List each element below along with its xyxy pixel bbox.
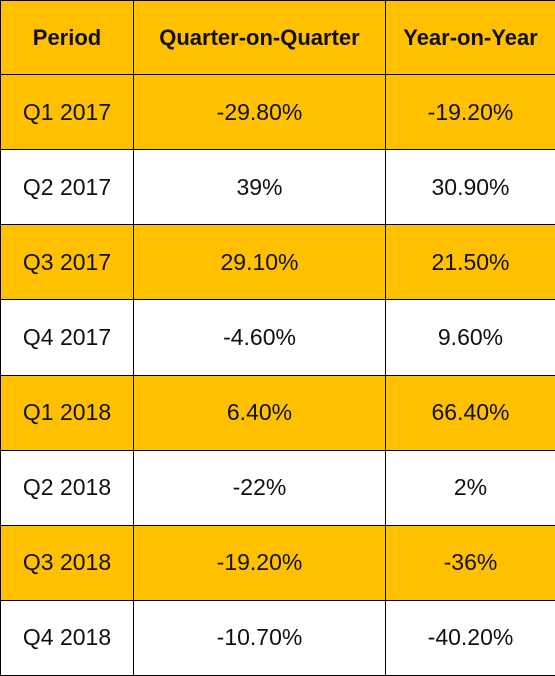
yoy-cell: -19.20% [385,73,555,151]
period-cell: Q4 2018 [0,599,134,676]
table-row: Q3 2017 29.10% 21.50% [0,224,555,301]
qoq-cell: 39% [133,149,386,226]
qoq-cell: -4.60% [133,299,386,376]
yoy-cell: 66.40% [385,374,555,451]
table-row: Q1 2018 6.40% 66.40% [0,374,555,451]
yoy-cell: 30.90% [385,149,555,226]
period-cell: Q1 2018 [0,374,134,451]
table-row: Q2 2018 -22% 2% [0,449,555,526]
yoy-cell: 2% [385,449,555,526]
qoq-cell: -22% [133,449,386,526]
table-body: Q1 2017 -29.80% -19.20% Q2 2017 39% 30.9… [0,73,555,676]
header-period: Period [0,0,134,75]
yoy-cell: 9.60% [385,299,555,376]
yoy-cell: -36% [385,524,555,601]
period-cell: Q2 2017 [0,149,134,226]
period-cell: Q4 2017 [0,299,134,376]
period-cell: Q1 2017 [0,73,134,151]
qoq-cell: -10.70% [133,599,386,676]
header-quarter-on-quarter: Quarter-on-Quarter [133,0,386,75]
qoq-cell: -19.20% [133,524,386,601]
yoy-cell: 21.50% [385,224,555,301]
qoq-cell: 6.40% [133,374,386,451]
qoq-cell: -29.80% [133,73,386,151]
period-cell: Q3 2017 [0,224,134,301]
period-cell: Q2 2018 [0,449,134,526]
table-row: Q4 2018 -10.70% -40.20% [0,599,555,676]
qoq-cell: 29.10% [133,224,386,301]
period-cell: Q3 2018 [0,524,134,601]
table-row: Q1 2017 -29.80% -19.20% [0,73,555,151]
table-row: Q3 2018 -19.20% -36% [0,524,555,601]
header-year-on-year: Year-on-Year [385,0,555,75]
table-row: Q4 2017 -4.60% 9.60% [0,299,555,376]
header-row: Period Quarter-on-Quarter Year-on-Year [0,0,555,75]
yoy-cell: -40.20% [385,599,555,676]
table-row: Q2 2017 39% 30.90% [0,149,555,226]
